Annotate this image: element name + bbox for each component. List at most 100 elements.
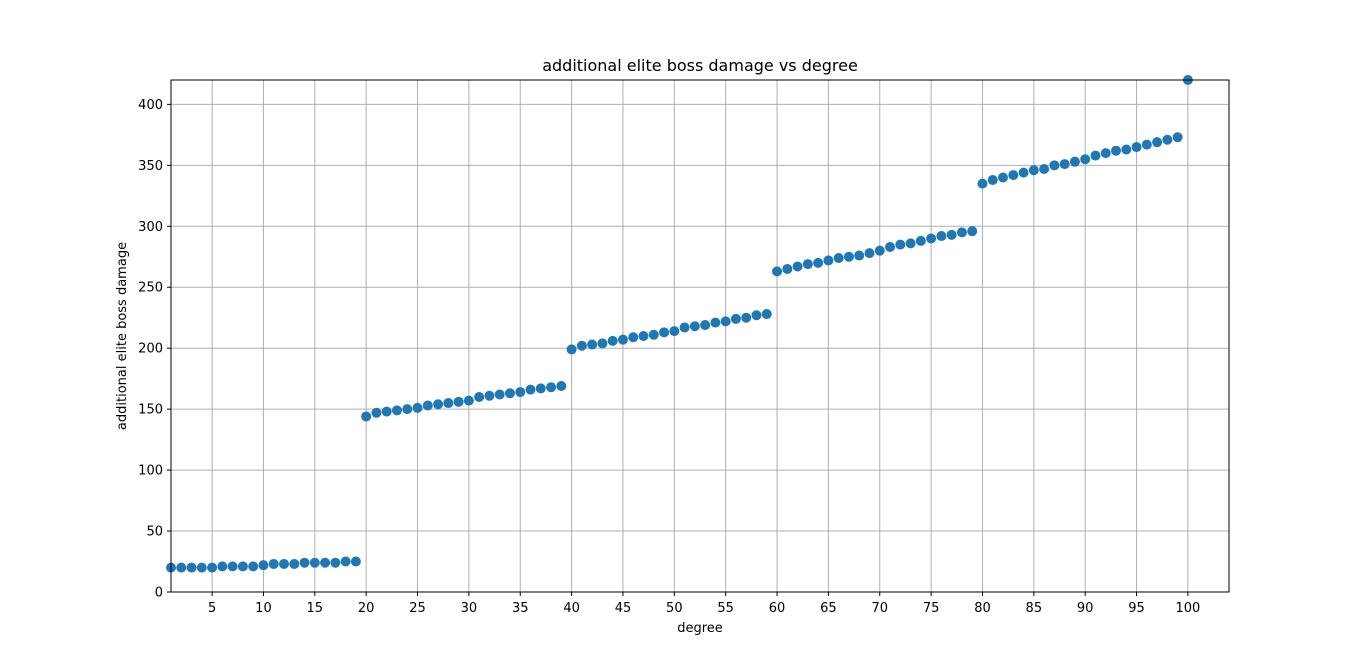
data-point	[617, 334, 628, 345]
y-tick-label: 100	[138, 464, 163, 479]
data-point	[289, 558, 300, 569]
data-point	[494, 389, 505, 400]
data-point	[638, 331, 649, 341]
data-point	[905, 238, 916, 249]
data-point	[350, 556, 361, 567]
x-tick-label: 100	[1175, 601, 1200, 616]
x-tick-label: 25	[409, 601, 426, 616]
data-point	[669, 326, 680, 337]
x-tick-label: 95	[1128, 601, 1145, 616]
y-tick-label: 350	[138, 159, 163, 174]
x-tick-label: 85	[1026, 601, 1043, 616]
data-point	[782, 263, 793, 274]
x-tick-label: 80	[974, 601, 991, 616]
data-point	[833, 252, 844, 263]
y-tick-label: 400	[138, 98, 163, 113]
data-point	[237, 561, 248, 572]
x-tick-label: 65	[820, 601, 837, 616]
x-tick-label: 75	[923, 601, 940, 616]
data-point	[227, 561, 238, 572]
x-tick-label: 50	[666, 601, 683, 616]
x-tick-label: 45	[615, 601, 632, 616]
data-point	[268, 558, 279, 569]
x-tick-label: 35	[512, 601, 529, 616]
data-point	[556, 380, 567, 391]
data-point	[546, 382, 557, 393]
data-point	[772, 266, 783, 277]
grid-lines	[171, 80, 1229, 593]
x-tick-label: 90	[1077, 601, 1094, 616]
data-point	[597, 338, 608, 349]
data-point	[659, 327, 670, 338]
data-point	[525, 384, 536, 395]
data-point	[422, 400, 433, 411]
data-point	[874, 245, 885, 256]
data-point	[433, 399, 444, 410]
data-point	[330, 557, 341, 568]
data-point	[936, 231, 947, 242]
data-point	[196, 562, 207, 573]
data-point	[987, 174, 998, 185]
data-point	[1069, 156, 1080, 167]
data-point	[309, 557, 320, 568]
data-point	[1172, 132, 1183, 143]
data-point	[720, 316, 731, 327]
data-point	[1152, 137, 1163, 148]
data-point	[1018, 167, 1029, 178]
data-point	[946, 229, 957, 240]
data-points	[166, 75, 1193, 573]
data-point	[381, 406, 392, 417]
data-point	[412, 402, 423, 413]
data-point	[1039, 163, 1050, 174]
data-point	[402, 404, 413, 415]
data-point	[186, 562, 197, 573]
data-point	[1111, 145, 1122, 156]
data-point	[1100, 148, 1111, 159]
y-tick-label: 200	[138, 342, 163, 357]
data-point	[176, 562, 187, 573]
y-tick-label: 50	[146, 525, 163, 540]
data-point	[977, 178, 988, 189]
data-point	[648, 329, 659, 340]
x-tick-label: 15	[307, 601, 324, 616]
data-point	[956, 227, 967, 238]
data-point	[864, 248, 875, 259]
data-point	[1141, 139, 1152, 150]
data-point	[813, 257, 824, 268]
x-tick-label: 55	[717, 601, 734, 616]
data-point	[1028, 165, 1039, 176]
data-point	[679, 322, 690, 333]
x-tick-label: 10	[255, 601, 272, 616]
data-point	[967, 226, 978, 237]
data-point	[915, 235, 926, 246]
data-point	[484, 390, 495, 401]
data-point	[587, 339, 598, 350]
data-point	[823, 255, 834, 266]
y-tick-label: 0	[155, 586, 163, 601]
data-point	[566, 344, 577, 355]
data-point	[453, 396, 464, 407]
data-point	[885, 242, 896, 253]
data-point	[463, 395, 474, 406]
data-point	[926, 233, 937, 244]
data-point	[217, 561, 228, 572]
data-point	[1008, 170, 1019, 181]
plot-frame	[170, 79, 1230, 593]
x-tick-label: 70	[871, 601, 888, 616]
data-point	[1049, 160, 1060, 171]
data-point	[515, 387, 526, 398]
chart-title: additional elite boss damage vs degree	[542, 56, 858, 75]
data-point	[751, 310, 762, 321]
data-point	[1121, 144, 1132, 155]
data-point	[535, 383, 546, 394]
data-point	[741, 312, 752, 323]
data-point	[340, 556, 351, 567]
x-tick-label: 30	[461, 601, 478, 616]
data-point	[371, 407, 382, 418]
data-point	[1131, 142, 1142, 153]
data-point	[299, 557, 310, 568]
x-tick-label: 5	[208, 601, 216, 616]
x-tick-label: 20	[358, 601, 375, 616]
y-tick-label: 300	[138, 220, 163, 235]
data-point	[258, 560, 269, 571]
